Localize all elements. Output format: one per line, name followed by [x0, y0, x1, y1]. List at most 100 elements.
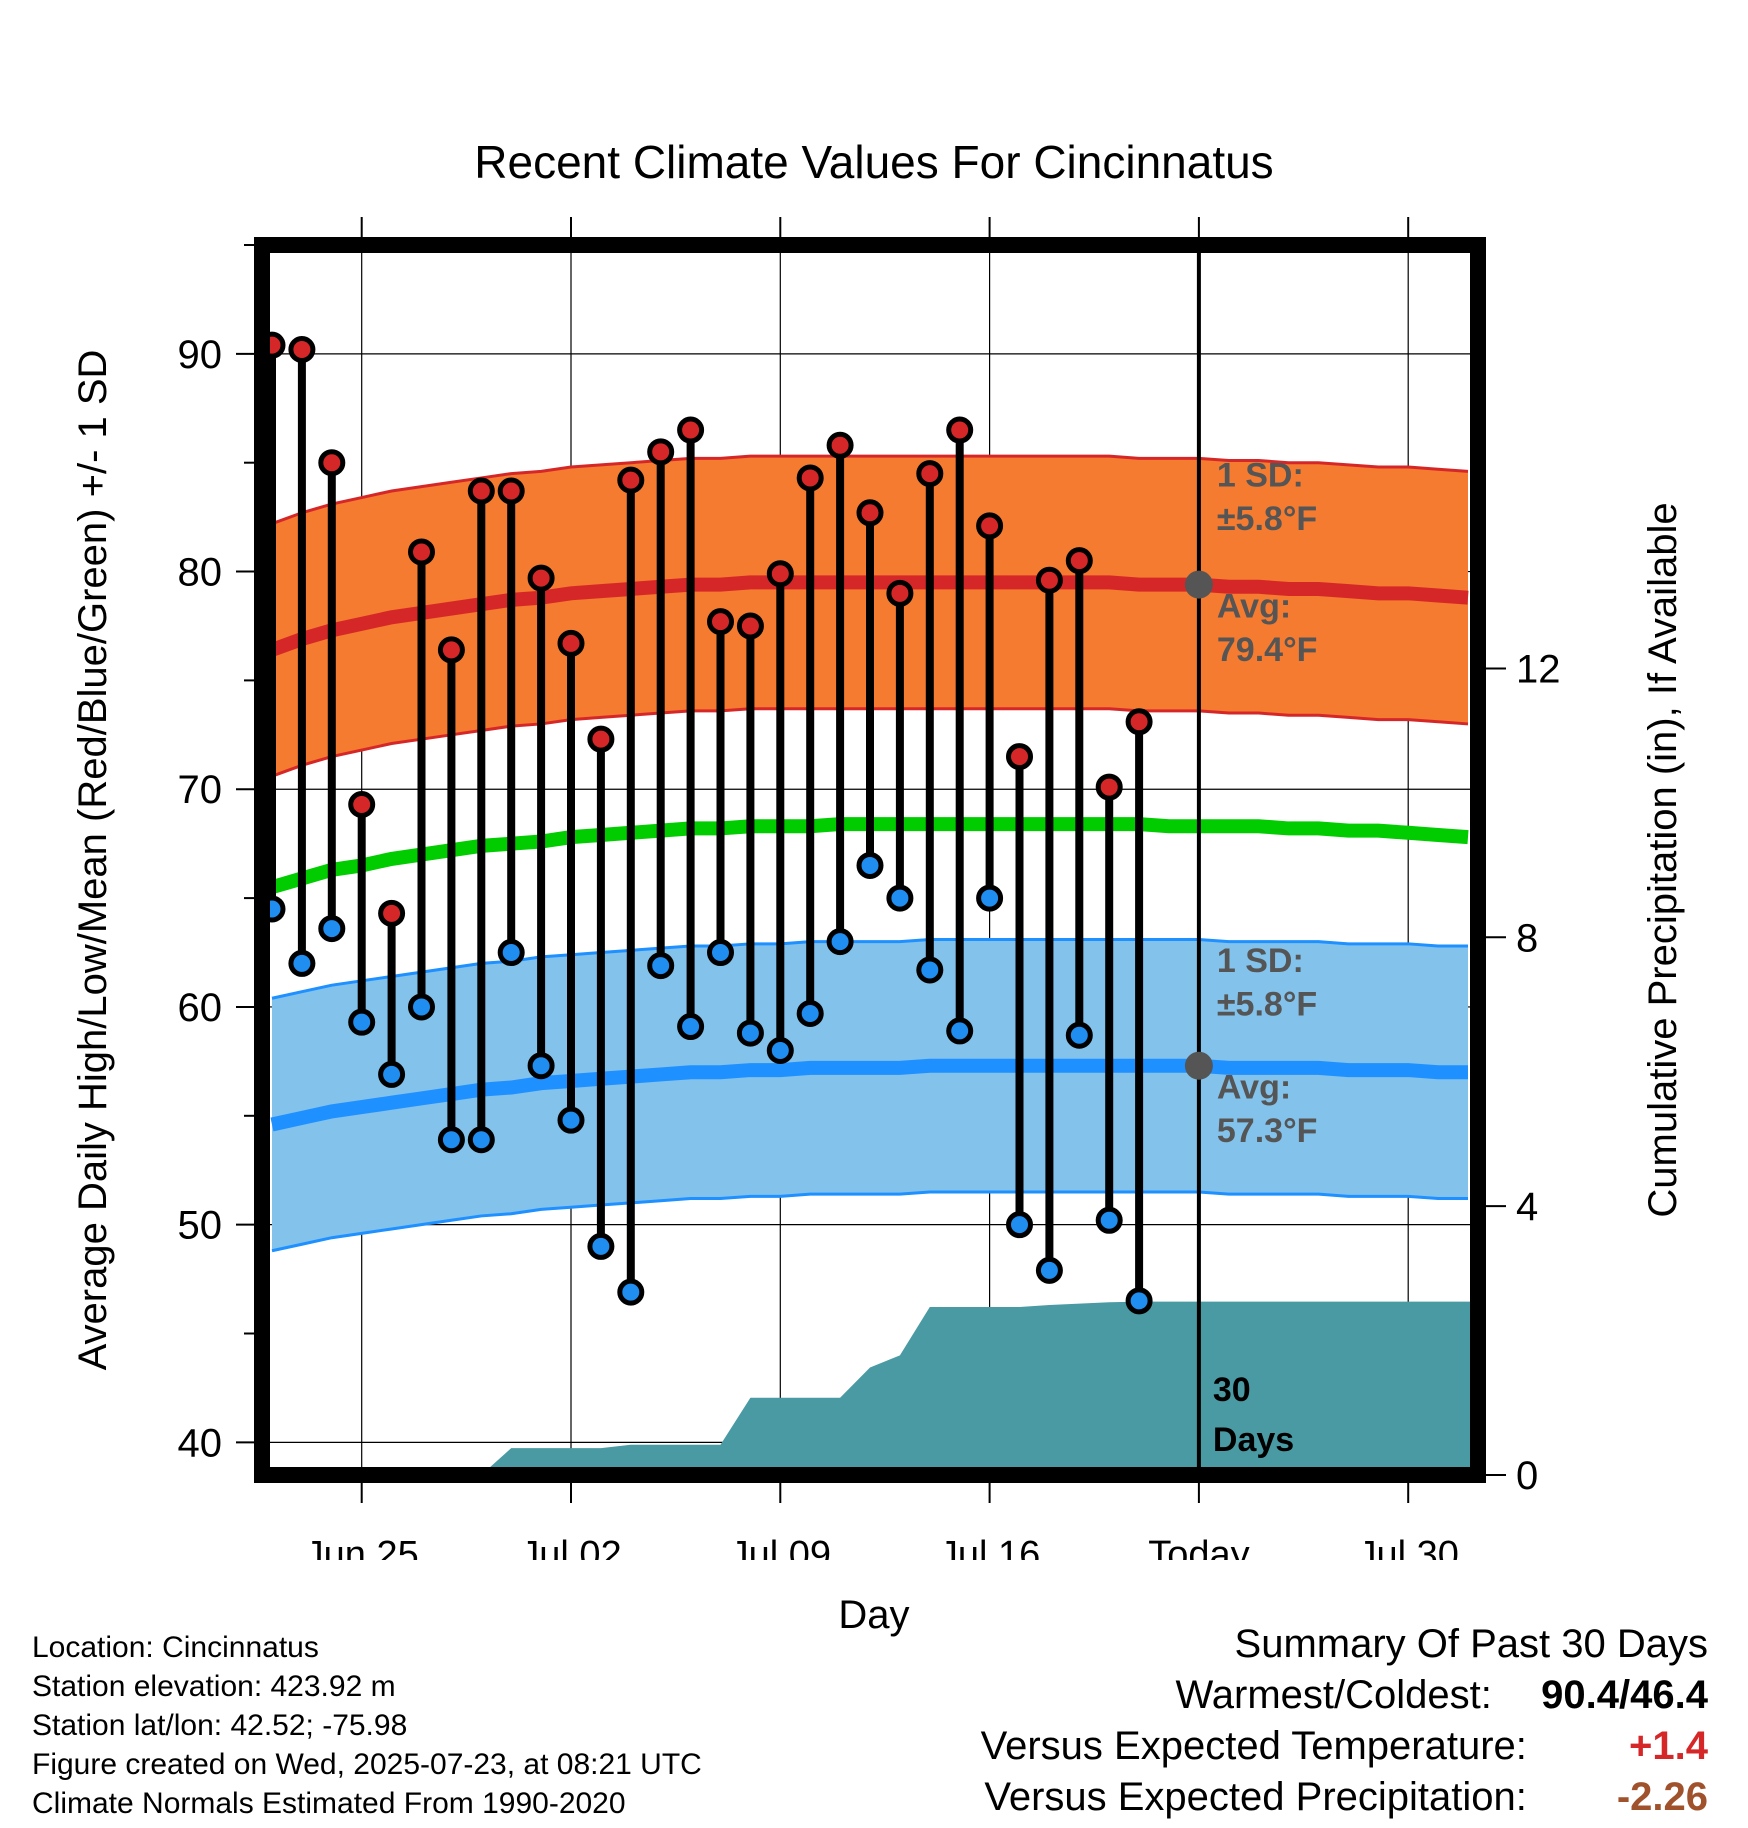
y2-tick-label: 4 — [1516, 1185, 1538, 1229]
chart-title: Recent Climate Values For Cincinnatus — [474, 136, 1273, 188]
daily-low-point — [1035, 1256, 1063, 1284]
daily-low-point — [1095, 1206, 1123, 1234]
summary-precip-row: Versus Expected Precipitation: -2.26 — [981, 1775, 1708, 1820]
daily-low-point — [976, 884, 1004, 912]
daily-high-point — [916, 460, 944, 488]
y-tick-label: 70 — [178, 768, 223, 812]
low-sd-band-lower-edge — [271, 1190, 1468, 1253]
low-sd-label: 1 SD: — [1217, 942, 1304, 980]
plot-frame — [254, 237, 1486, 1483]
daily-low-point — [318, 915, 346, 943]
summary-warmest-value: 90.4/46.4 — [1541, 1673, 1708, 1717]
daily-high-point — [617, 466, 645, 494]
summary-temp-row: Versus Expected Temperature: +1.4 — [981, 1724, 1708, 1769]
high-avg-label: Avg: — [1217, 587, 1291, 625]
y2-tick-label: 8 — [1516, 916, 1538, 960]
daily-low-point — [796, 999, 824, 1027]
normal-low-line — [270, 1058, 1468, 1132]
info-created: Figure created on Wed, 2025-07-23, at 08… — [32, 1748, 702, 1781]
high-sd-band-upper-edge — [271, 454, 1469, 526]
daily-high-point — [1006, 743, 1033, 771]
daily-low-point — [288, 949, 316, 977]
daily-low-point — [826, 928, 854, 956]
daily-low-point — [467, 1126, 495, 1154]
daily-high-point — [587, 725, 615, 753]
precip-label-days: Days — [1213, 1421, 1294, 1459]
info-latlon: Station lat/lon: 42.52; -75.98 — [32, 1709, 408, 1742]
summary-warmest-label: Warmest/Coldest: — [1175, 1673, 1492, 1717]
daily-high-point — [1095, 773, 1123, 801]
y-tick-label: 50 — [178, 1204, 223, 1248]
station-info: Location: Cincinnatus Station elevation:… — [32, 1628, 702, 1823]
low-sd-band-upper-edge — [271, 937, 1468, 1000]
daily-high-point — [437, 636, 465, 664]
daily-low-point — [527, 1052, 555, 1080]
daily-high-point — [1125, 708, 1153, 736]
climate-chart: Recent Climate Values For Cincinnatus 1 … — [178, 136, 1561, 1560]
y-tick-label: 40 — [178, 1421, 223, 1465]
daily-high-point — [408, 538, 435, 566]
daily-high-point — [1035, 566, 1063, 594]
daily-low-point — [647, 952, 675, 980]
daily-low-point — [736, 1019, 764, 1047]
daily-low-point — [408, 993, 435, 1021]
summary-precip-label: Versus Expected Precipitation: — [984, 1775, 1527, 1819]
x-tick-label: Jul 09 — [730, 1534, 831, 1560]
high-sd-label: 1 SD: — [1217, 457, 1304, 495]
daily-high-point — [856, 499, 884, 527]
high-avg-value: 79.4°F — [1217, 631, 1318, 669]
daily-high-point — [677, 416, 705, 444]
daily-low-point — [1006, 1211, 1033, 1239]
daily-low-point — [617, 1278, 645, 1306]
x-tick-label: Today — [1148, 1534, 1249, 1560]
daily-low-point — [348, 1008, 376, 1036]
y-tick-label: 90 — [178, 333, 223, 377]
daily-high-point — [557, 629, 585, 657]
daily-high-point — [318, 449, 346, 477]
daily-high-point — [527, 564, 555, 592]
x-tick-label: Jul 02 — [520, 1534, 621, 1560]
daily-high-point — [1065, 547, 1093, 575]
summary-warmest-row: Warmest/Coldest: 90.4/46.4 — [981, 1673, 1709, 1718]
daily-high-point — [886, 579, 914, 607]
daily-high-point — [946, 416, 974, 444]
y-tick-label: 80 — [178, 551, 223, 595]
daily-low-point — [886, 884, 914, 912]
daily-low-point — [557, 1106, 585, 1134]
daily-low-point — [916, 956, 944, 984]
summary-precip-value: -2.26 — [1616, 1775, 1708, 1819]
plot-area: 1 SD: ±5.8°F Avg: 79.4°F 1 SD: ±5.8°F Avg: 57.3… — [178, 217, 1561, 1560]
daily-high-point — [288, 335, 316, 363]
info-normals: Climate Normals Estimated From 1990-2020 — [32, 1787, 626, 1820]
precipitation-area — [262, 1301, 1478, 1475]
today-low-avg-marker — [1184, 1051, 1213, 1080]
info-location: Location: Cincinnatus — [32, 1631, 319, 1664]
daily-high-point — [348, 790, 376, 818]
daily-high-point — [497, 477, 525, 505]
daily-low-point — [707, 939, 734, 967]
daily-high-point — [976, 512, 1004, 540]
summary-temp-label: Versus Expected Temperature: — [980, 1724, 1527, 1768]
daily-high-point — [378, 899, 406, 927]
daily-high-point — [707, 608, 734, 636]
daily-low-point — [378, 1060, 406, 1088]
x-tick-label: Jun 25 — [305, 1534, 419, 1560]
summary-panel: Summary Of Past 30 Days Warmest/Coldest:… — [981, 1622, 1708, 1820]
daily-low-point — [856, 851, 884, 879]
summary-temp-value: +1.4 — [1629, 1724, 1708, 1768]
x-tick-label: Jul 30 — [1357, 1534, 1458, 1560]
daily-low-point — [946, 1017, 974, 1045]
daily-high-point — [647, 438, 675, 466]
daily-low-point — [497, 939, 525, 967]
y-tick-label: 60 — [178, 986, 223, 1030]
daily-high-point — [826, 431, 854, 459]
precip-label-30: 30 — [1213, 1371, 1251, 1409]
high-sd-value: ±5.8°F — [1217, 500, 1317, 538]
daily-low-point — [437, 1126, 465, 1154]
y2-tick-label: 0 — [1516, 1454, 1538, 1498]
info-elevation: Station elevation: 423.92 m — [32, 1670, 396, 1703]
daily-low-point — [766, 1036, 794, 1064]
x-axis-label: Day — [838, 1593, 909, 1637]
y2-tick-label: 12 — [1516, 647, 1561, 691]
daily-low-point — [1065, 1021, 1093, 1049]
